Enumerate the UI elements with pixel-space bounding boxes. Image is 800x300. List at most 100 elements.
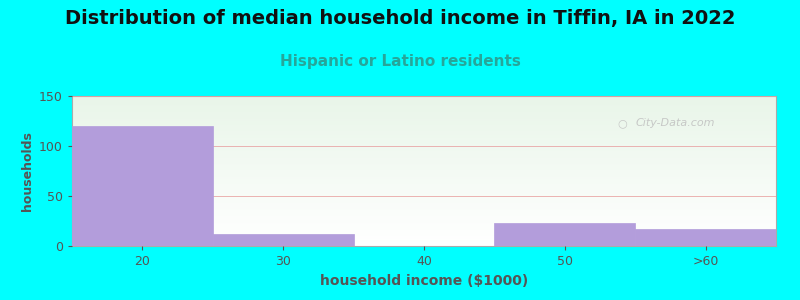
Bar	[72, 189, 776, 190]
Bar	[72, 161, 776, 162]
Y-axis label: households: households	[21, 131, 34, 211]
Bar	[72, 108, 776, 109]
Bar	[72, 117, 776, 118]
Bar	[72, 176, 776, 177]
Bar	[72, 232, 776, 233]
Bar	[72, 164, 776, 165]
Bar	[72, 169, 776, 170]
Bar	[72, 128, 776, 129]
Bar	[72, 156, 776, 157]
Bar	[72, 209, 776, 210]
Bar	[72, 118, 776, 119]
Bar	[72, 130, 776, 131]
Bar	[72, 179, 776, 180]
Bar	[72, 243, 776, 244]
Bar	[72, 170, 776, 171]
Bar	[72, 207, 776, 208]
Bar	[72, 96, 776, 97]
Bar	[72, 193, 776, 194]
Bar	[72, 137, 776, 138]
Bar	[72, 113, 776, 114]
Bar	[72, 236, 776, 237]
Bar	[72, 116, 776, 117]
Bar	[72, 203, 776, 204]
Bar	[72, 157, 776, 158]
Bar	[72, 98, 776, 99]
Bar	[72, 158, 776, 159]
Bar	[72, 118, 776, 119]
Bar	[72, 228, 776, 229]
Bar	[72, 220, 776, 221]
Bar	[72, 245, 776, 246]
Bar	[72, 192, 776, 193]
Bar	[72, 115, 776, 116]
Bar	[72, 180, 776, 181]
Bar	[72, 171, 776, 172]
Bar	[72, 120, 776, 121]
Bar	[72, 126, 213, 246]
Bar	[72, 237, 776, 238]
Bar	[72, 238, 776, 239]
Bar	[72, 229, 776, 230]
Bar	[72, 150, 776, 151]
Text: City-Data.com: City-Data.com	[635, 118, 714, 128]
Bar	[72, 133, 776, 134]
Bar	[72, 201, 776, 202]
Bar	[72, 211, 776, 212]
Bar	[72, 240, 776, 241]
X-axis label: household income ($1000): household income ($1000)	[320, 274, 528, 288]
Bar	[72, 155, 776, 156]
Bar	[72, 97, 776, 98]
Bar	[72, 166, 776, 167]
Bar	[72, 139, 776, 140]
Bar	[72, 127, 776, 128]
Bar	[72, 242, 776, 243]
Bar	[72, 234, 776, 235]
Bar	[72, 175, 776, 176]
Bar	[72, 112, 776, 113]
Bar	[72, 169, 776, 170]
Bar	[72, 202, 776, 203]
Bar	[72, 103, 776, 104]
Bar	[72, 149, 776, 150]
Bar	[72, 212, 776, 213]
Bar	[72, 235, 776, 236]
Bar	[72, 106, 776, 107]
Bar	[72, 121, 776, 122]
Bar	[72, 185, 776, 186]
Bar	[72, 163, 776, 164]
Bar	[72, 165, 776, 166]
Bar	[72, 226, 776, 227]
Bar	[72, 231, 776, 232]
Bar	[635, 229, 776, 246]
Bar	[72, 199, 776, 200]
Bar	[72, 105, 776, 106]
Bar	[72, 182, 776, 183]
Bar	[72, 173, 776, 174]
Bar	[72, 215, 776, 216]
Bar	[72, 191, 776, 192]
Bar	[72, 143, 776, 144]
Text: Distribution of median household income in Tiffin, IA in 2022: Distribution of median household income …	[65, 9, 735, 28]
Bar	[72, 230, 776, 231]
Bar	[72, 145, 776, 146]
Bar	[72, 238, 776, 239]
Bar	[72, 135, 776, 136]
Text: Hispanic or Latino residents: Hispanic or Latino residents	[279, 54, 521, 69]
Bar	[72, 233, 776, 234]
Bar	[72, 148, 776, 149]
Bar	[72, 174, 776, 175]
Bar	[72, 101, 776, 102]
Bar	[72, 154, 776, 155]
Bar	[72, 210, 776, 211]
Bar	[72, 198, 776, 199]
Bar	[72, 222, 776, 223]
Bar	[72, 110, 776, 111]
Bar	[72, 167, 776, 168]
Bar	[72, 123, 776, 124]
Bar	[72, 102, 776, 103]
Bar	[72, 244, 776, 245]
Bar	[72, 140, 776, 141]
Bar	[72, 202, 776, 203]
Bar	[72, 138, 776, 139]
